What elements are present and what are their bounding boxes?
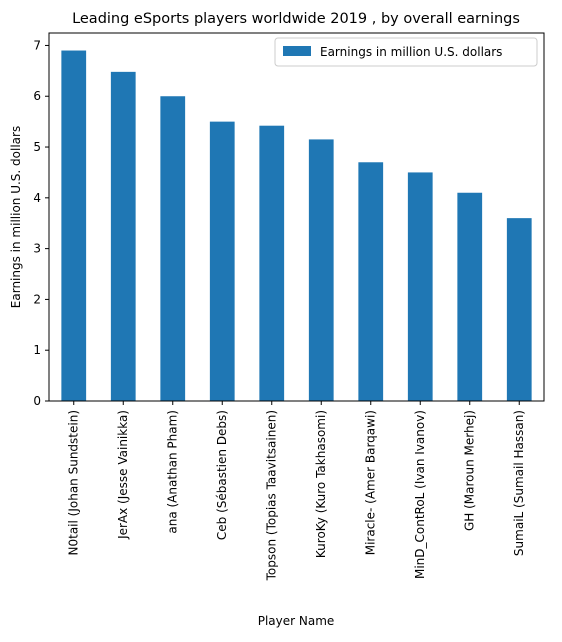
x-tick-label: MinD_ContRoL (Ivan Ivanov) (413, 410, 427, 579)
legend-swatch (283, 46, 311, 56)
x-tick-label: ana (Anathan Pham) (165, 410, 179, 534)
chart-title: Leading eSports players worldwide 2019 ,… (72, 11, 520, 27)
bar (308, 139, 334, 401)
bar (358, 162, 384, 401)
bars (61, 50, 532, 402)
legend-box (274, 37, 538, 67)
plot-frame (48, 32, 545, 402)
bar (110, 71, 136, 401)
x-tick-label: KuroKy (Kuro Takhasomi) (314, 410, 328, 558)
bar (61, 50, 87, 402)
y-tick-label: 5 (33, 140, 41, 154)
y-axis: 0 1 2 3 4 5 6 7 (33, 38, 49, 408)
bar (407, 172, 433, 401)
x-tick-label: Ceb (Sébastien Debs) (215, 410, 229, 540)
x-tick-label: JerAx (Jesse Vainikka) (116, 410, 130, 540)
y-tick-label: 1 (33, 343, 41, 357)
bar (457, 192, 483, 401)
y-tick-label: 6 (33, 89, 41, 103)
x-axis: N0tail (Johan Sundstein) JerAx (Jesse Vai… (66, 401, 526, 581)
y-axis-label: Earnings in million U.S. dollars (9, 126, 23, 308)
bar (209, 121, 235, 401)
y-tick-label: 3 (33, 242, 41, 256)
legend-label: Earnings in million U.S. dollars (320, 45, 502, 59)
legend: Earnings in million U.S. dollars (274, 37, 538, 67)
bar (259, 125, 285, 401)
y-tick-label: 2 (33, 292, 41, 306)
y-tick-label: 4 (33, 191, 41, 205)
x-tick-label: Miracle- (Amer Barqawi) (363, 410, 377, 555)
x-tick-label: N0tail (Johan Sundstein) (66, 410, 80, 556)
x-tick-label: SumaiL (Sumail Hassan) (512, 410, 526, 556)
y-tick-label: 7 (33, 38, 41, 52)
y-tick-label: 0 (33, 394, 41, 408)
bar (506, 218, 532, 401)
x-axis-label: Player Name (258, 614, 335, 628)
bar (160, 96, 186, 401)
x-tick-label: GH (Maroun Merhej) (462, 410, 476, 531)
x-tick-label: Topson (Topias Taavitsainen) (264, 410, 278, 581)
